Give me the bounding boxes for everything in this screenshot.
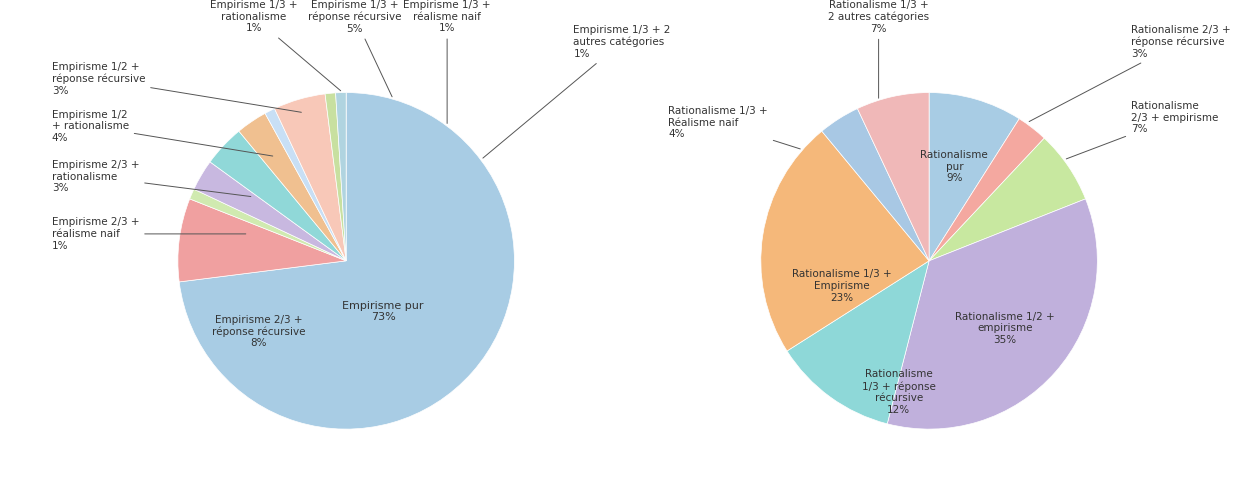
Text: Empirisme 1/2 +
réponse récursive
3%: Empirisme 1/2 + réponse récursive 3% [51,62,301,112]
Wedge shape [929,93,1019,261]
Wedge shape [190,189,346,261]
Wedge shape [210,131,346,261]
Text: Empirisme 1/2
+ rationalisme
4%: Empirisme 1/2 + rationalisme 4% [51,110,272,156]
Wedge shape [239,113,346,261]
Text: Empirisme 2/3 +
réponse récursive
8%: Empirisme 2/3 + réponse récursive 8% [213,315,305,348]
Wedge shape [929,119,1044,261]
Wedge shape [265,108,346,261]
Text: Rationalisme
2/3 + empirisme
7%: Rationalisme 2/3 + empirisme 7% [1066,101,1219,159]
Wedge shape [761,131,929,351]
Wedge shape [821,108,929,261]
Wedge shape [275,94,346,261]
Wedge shape [788,261,929,424]
Wedge shape [335,93,346,261]
Text: Rationalisme
pur
9%: Rationalisme pur 9% [920,150,989,183]
Text: Rationalisme
1/3 + réponse
récursive
12%: Rationalisme 1/3 + réponse récursive 12% [861,369,936,415]
Text: Rationalisme 1/3 +
Réalisme naif
4%: Rationalisme 1/3 + Réalisme naif 4% [669,106,800,149]
Wedge shape [929,138,1085,261]
Text: Empirisme 1/3 +
rationalisme
1%: Empirisme 1/3 + rationalisme 1% [210,0,341,91]
Wedge shape [194,162,346,261]
Wedge shape [858,93,929,261]
Text: Empirisme 1/3 +
réponse récursive
5%: Empirisme 1/3 + réponse récursive 5% [308,0,401,97]
Text: Empirisme pur
73%: Empirisme pur 73% [342,301,424,322]
Wedge shape [888,199,1098,429]
Text: Rationalisme 1/2 +
empirisme
35%: Rationalisme 1/2 + empirisme 35% [955,311,1055,345]
Wedge shape [325,93,346,261]
Text: Rationalisme 1/3 +
2 autres catégories
7%: Rationalisme 1/3 + 2 autres catégories 7… [828,0,929,98]
Wedge shape [179,93,515,429]
Text: Empirisme 2/3 +
rationalisme
3%: Empirisme 2/3 + rationalisme 3% [51,160,251,197]
Text: Empirisme 2/3 +
réalisme naif
1%: Empirisme 2/3 + réalisme naif 1% [51,217,246,250]
Text: Rationalisme 1/3 +
Empirisme
23%: Rationalisme 1/3 + Empirisme 23% [791,269,891,303]
Wedge shape [177,199,346,282]
Text: Rationalisme 2/3 +
réponse récursive
3%: Rationalisme 2/3 + réponse récursive 3% [1029,25,1231,122]
Text: Empirisme 1/3 +
réalisme naif
1%: Empirisme 1/3 + réalisme naif 1% [404,0,491,123]
Text: Empirisme 1/3 + 2
autres catégories
1%: Empirisme 1/3 + 2 autres catégories 1% [482,25,671,158]
